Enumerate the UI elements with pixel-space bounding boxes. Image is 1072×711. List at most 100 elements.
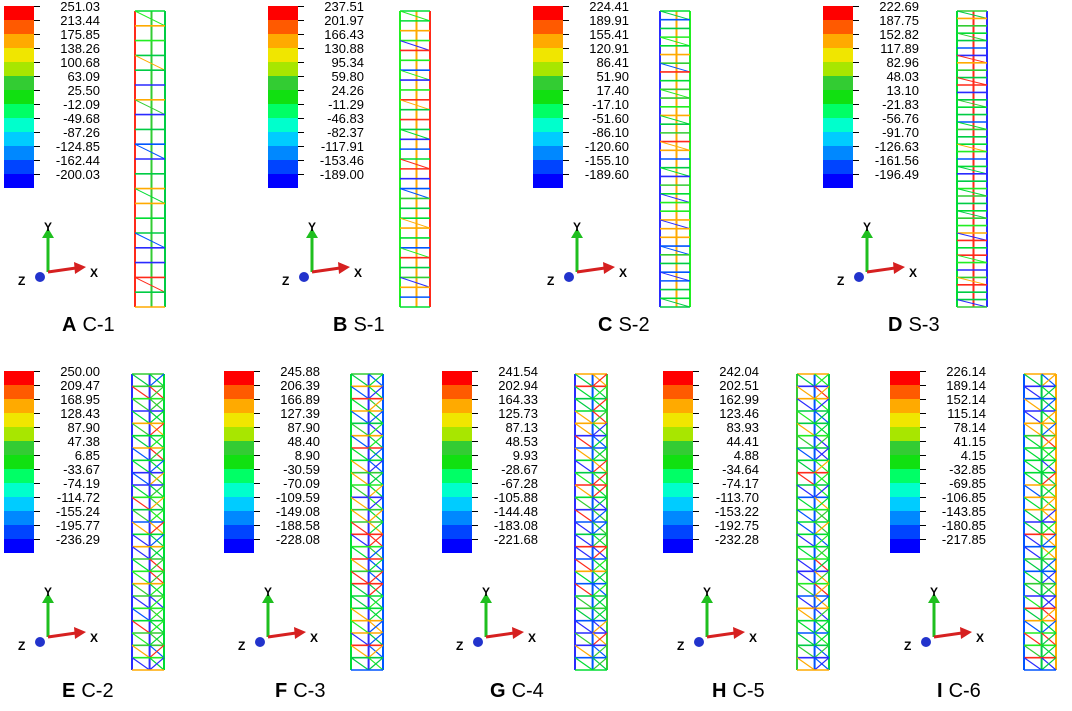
legend-value: 4.88: [733, 448, 759, 463]
colorbar-tick: [254, 497, 260, 498]
panel-caption-c-2: E C-2: [62, 680, 114, 703]
colorbar-swatch: [268, 160, 298, 174]
colorbar-swatch: [890, 371, 920, 385]
legend-value: 115.14: [947, 406, 986, 421]
colorbar-tick: [34, 371, 40, 372]
colorbar-swatch: [663, 455, 693, 469]
colorbar-swatch: [4, 76, 34, 90]
legend-value: -155.10: [584, 153, 629, 168]
truss-column-c-1: [134, 10, 166, 308]
colorbar-swatch: [890, 469, 920, 483]
colorbar-tick: [254, 413, 260, 414]
colorbar-tick: [853, 104, 859, 105]
colorbar-tick: [34, 483, 40, 484]
truss-column-c-3: [350, 373, 384, 671]
colorbar-tick: [563, 6, 569, 7]
panel-letter: A: [62, 314, 77, 336]
legend-value: -126.63: [874, 139, 919, 154]
axis-label-y: Y: [44, 585, 53, 599]
legend-value: -232.28: [714, 532, 759, 547]
colorbar-tick: [298, 34, 304, 35]
colorbar-swatch: [663, 497, 693, 511]
legend-value: 242.04: [719, 364, 759, 379]
panel-letter: G: [490, 680, 506, 702]
legend-value: -149.08: [275, 504, 320, 519]
axis-label-x: X: [976, 631, 985, 645]
axis-label-x: X: [310, 631, 319, 645]
legend-value: 222.69: [879, 0, 919, 14]
colorbar-tick: [693, 385, 699, 386]
legend-value: -67.28: [501, 476, 538, 491]
colorbar-swatch: [224, 441, 254, 455]
colorbar-tick: [853, 34, 859, 35]
axis-label-x: X: [619, 266, 628, 280]
colorbar-tick: [254, 455, 260, 456]
colorbar-tick: [298, 48, 304, 49]
colorbar-tick: [34, 6, 40, 7]
colorbar-tick: [693, 497, 699, 498]
colorbar-swatch: [268, 146, 298, 160]
legend-value: 241.54: [498, 364, 538, 379]
legend-value: 47.38: [67, 434, 100, 449]
colorbar-swatch: [268, 48, 298, 62]
legend-value: 13.10: [886, 83, 919, 98]
colorbar-tick: [298, 118, 304, 119]
legend-value: -155.24: [55, 504, 100, 519]
colorbar-tick: [920, 371, 926, 372]
panel-letter: E: [62, 680, 76, 702]
legend-value: 130.88: [324, 41, 364, 56]
legend-value: -87.26: [63, 125, 100, 140]
axis-label-z: Z: [456, 639, 464, 653]
axis-label-z: Z: [18, 274, 26, 288]
legend-value: -109.59: [275, 490, 320, 505]
axis-label-x: X: [90, 266, 99, 280]
colorbar-tick: [853, 160, 859, 161]
colorbar-swatch: [4, 20, 34, 34]
colorbar-tick: [563, 132, 569, 133]
panel-letter: B: [333, 314, 348, 336]
colorbar-tick: [693, 399, 699, 400]
colorbar-swatch: [533, 90, 563, 104]
panel-name: C-2: [81, 680, 114, 702]
colorbar-tick: [853, 90, 859, 91]
colorbar-swatch: [268, 76, 298, 90]
colorbar-swatch: [4, 497, 34, 511]
colorbar-swatch: [4, 385, 34, 399]
colorbar-swatch: [823, 146, 853, 160]
colorbar-tick: [472, 455, 478, 456]
legend-value: 83.93: [726, 420, 759, 435]
colorbar-swatch: [663, 399, 693, 413]
colorbar-swatch: [442, 469, 472, 483]
colorbar-swatch: [4, 62, 34, 76]
colorbar-swatch: [224, 483, 254, 497]
legend-value: -117.91: [320, 139, 364, 154]
colorbar-tick: [34, 511, 40, 512]
colorbar-tick: [254, 399, 260, 400]
legend-value: -34.64: [722, 462, 759, 477]
legend-value: 237.51: [324, 0, 364, 14]
colorbar-swatch: [442, 511, 472, 525]
colorbar-tick: [563, 62, 569, 63]
legend-value: -189.60: [584, 167, 629, 182]
legend-value: 251.03: [60, 0, 100, 14]
colorbar-swatch: [224, 511, 254, 525]
axis-triad-c-2: [35, 593, 86, 647]
axis-label-y: Y: [44, 220, 53, 234]
colorbar-tick: [853, 6, 859, 7]
colorbar-swatch: [4, 6, 34, 20]
legend-value: 213.44: [60, 13, 100, 28]
colorbar-tick: [34, 427, 40, 428]
colorbar-tick: [34, 413, 40, 414]
colorbar-swatch: [823, 6, 853, 20]
colorbar-swatch: [442, 539, 472, 553]
colorbar-swatch: [823, 76, 853, 90]
colorbar-swatch: [442, 441, 472, 455]
colorbar-swatch: [4, 104, 34, 118]
truss-column-c-4: [574, 373, 608, 671]
legend-value: -49.68: [63, 111, 100, 126]
colorbar-tick: [472, 469, 478, 470]
colorbar-swatch: [890, 413, 920, 427]
colorbar-tick: [34, 469, 40, 470]
colorbar-tick: [693, 441, 699, 442]
colorbar-tick: [472, 371, 478, 372]
